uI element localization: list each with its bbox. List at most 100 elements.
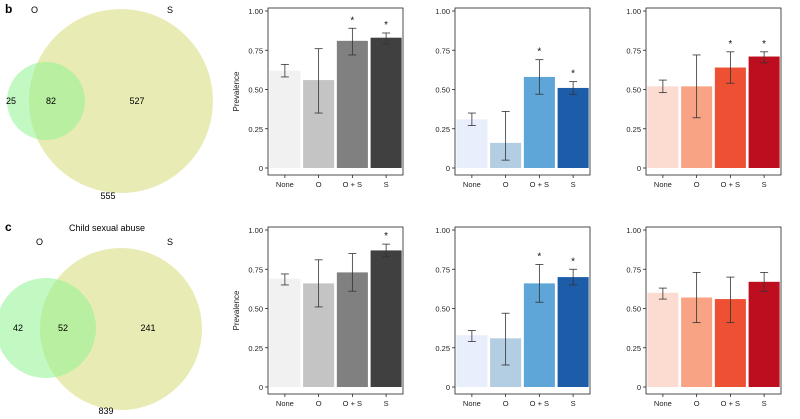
bar-chart-1: 0 0.25 0.50 0.75 1.00 Prevalence None O * O + S * S [232, 7, 404, 189]
plot-frame [454, 7, 591, 176]
bar [557, 87, 589, 168]
y-tick-label: 1.00 [435, 226, 450, 235]
y-tick-label: 0.75 [626, 46, 641, 55]
x-tick-label: O + S [343, 399, 362, 408]
venn-c-count-overlap: 52 [58, 323, 68, 333]
venn-c-count-neither: 839 [98, 406, 113, 416]
y-tick-label: 0 [446, 383, 450, 392]
x-tick-label: O [503, 399, 509, 408]
x-tick-label: O + S [530, 180, 549, 189]
panel-letter-b: b [5, 2, 12, 16]
x-tick-label: O + S [530, 399, 549, 408]
panel-letter-c: c [5, 220, 12, 234]
venn-c-title: Child sexual abuse [69, 223, 145, 233]
x-tick-label: S [571, 399, 576, 408]
plot-frame [267, 7, 404, 176]
y-tick-label: 0.25 [435, 344, 450, 353]
bar-charts: 0 0.25 0.50 0.75 1.00 Prevalence None O * O + S * S… [232, 7, 782, 408]
x-tick-label: None [276, 399, 294, 408]
bar [647, 292, 679, 387]
x-tick-label: O + S [721, 399, 740, 408]
x-tick-label: S [384, 180, 389, 189]
x-tick-label: O [694, 180, 700, 189]
x-tick-label: O [503, 180, 509, 189]
y-tick-label: 0.50 [248, 305, 263, 314]
bar [456, 119, 488, 168]
y-tick-label: 0.25 [626, 125, 641, 134]
x-tick-label: None [654, 180, 672, 189]
significance-star: * [762, 39, 766, 50]
x-tick-label: None [463, 399, 481, 408]
x-tick-label: S [571, 180, 576, 189]
venn-b-count-o-only: 25 [6, 96, 16, 106]
y-tick-label: 1.00 [435, 7, 450, 16]
x-tick-label: O + S [721, 180, 740, 189]
x-tick-label: O [316, 399, 322, 408]
y-tick-label: 0.75 [248, 46, 263, 55]
significance-star: * [537, 47, 541, 58]
y-tick-label: 1.00 [248, 226, 263, 235]
x-tick-label: S [384, 399, 389, 408]
venn-diagram-b: b O S 25 82 527 555 [5, 2, 213, 201]
venn-c-count-o-only: 42 [13, 323, 23, 333]
bar [370, 250, 402, 387]
y-tick-label: 0.75 [435, 265, 450, 274]
y-tick-label: 0.75 [248, 265, 263, 274]
y-tick-label: 0.50 [435, 305, 450, 314]
significance-star: * [571, 69, 575, 80]
plot-frame [454, 226, 591, 395]
plot-frame [267, 226, 404, 395]
bar-chart-5: 0 0.25 0.50 0.75 1.00 None O * O + S * S [435, 226, 591, 408]
bar [647, 86, 679, 168]
y-tick-label: 0.50 [626, 305, 641, 314]
bar [748, 56, 780, 168]
y-tick-label: 0.75 [435, 46, 450, 55]
venn-c-label-o: O [36, 237, 43, 247]
y-tick-label: 1.00 [626, 7, 641, 16]
bar [269, 70, 301, 168]
x-tick-label: S [762, 180, 767, 189]
bar [269, 278, 301, 387]
bar [557, 277, 589, 387]
venn-b-circle-o [7, 62, 85, 140]
venn-c-circle-o [0, 278, 96, 378]
y-tick-label: 1.00 [248, 7, 263, 16]
y-axis-label: Prevalence [232, 290, 241, 331]
y-tick-label: 0.25 [248, 344, 263, 353]
significance-star: * [384, 231, 388, 242]
x-tick-label: O [316, 180, 322, 189]
significance-star: * [571, 256, 575, 267]
bar [336, 40, 368, 168]
significance-star: * [384, 20, 388, 31]
y-axis-label: Prevalence [232, 71, 241, 112]
y-tick-label: 0.50 [435, 86, 450, 95]
x-tick-label: None [654, 399, 672, 408]
plot-frame [645, 7, 782, 176]
venn-c-count-s-only: 241 [140, 323, 155, 333]
bar [714, 67, 746, 168]
y-tick-label: 0.25 [626, 344, 641, 353]
significance-star: * [728, 39, 732, 50]
x-tick-label: None [276, 180, 294, 189]
bar-chart-2: 0 0.25 0.50 0.75 1.00 None O * O + S * S [435, 7, 591, 189]
venn-c-label-s: S [167, 237, 173, 247]
venn-b-label-o: O [31, 5, 38, 15]
y-tick-label: 0.25 [435, 125, 450, 134]
significance-star: * [350, 15, 354, 26]
bar-chart-4: 0 0.25 0.50 0.75 1.00 Prevalence None O O + S * S [232, 226, 404, 408]
y-tick-label: 0 [637, 383, 641, 392]
x-tick-label: S [762, 399, 767, 408]
x-tick-label: O [694, 399, 700, 408]
significance-star: * [537, 252, 541, 263]
venn-b-count-overlap: 82 [46, 96, 56, 106]
venn-diagram-c: c Child sexual abuse O S 42 52 241 839 [0, 220, 202, 416]
venn-c-circle-s [40, 248, 202, 410]
bar-chart-6: 0 0.25 0.50 0.75 1.00 None O O + S S [626, 226, 782, 408]
y-tick-label: 0 [446, 164, 450, 173]
venn-b-circle-s [29, 9, 213, 193]
y-tick-label: 0.75 [626, 265, 641, 274]
plot-frame [645, 226, 782, 395]
x-tick-label: None [463, 180, 481, 189]
y-tick-label: 0 [637, 164, 641, 173]
